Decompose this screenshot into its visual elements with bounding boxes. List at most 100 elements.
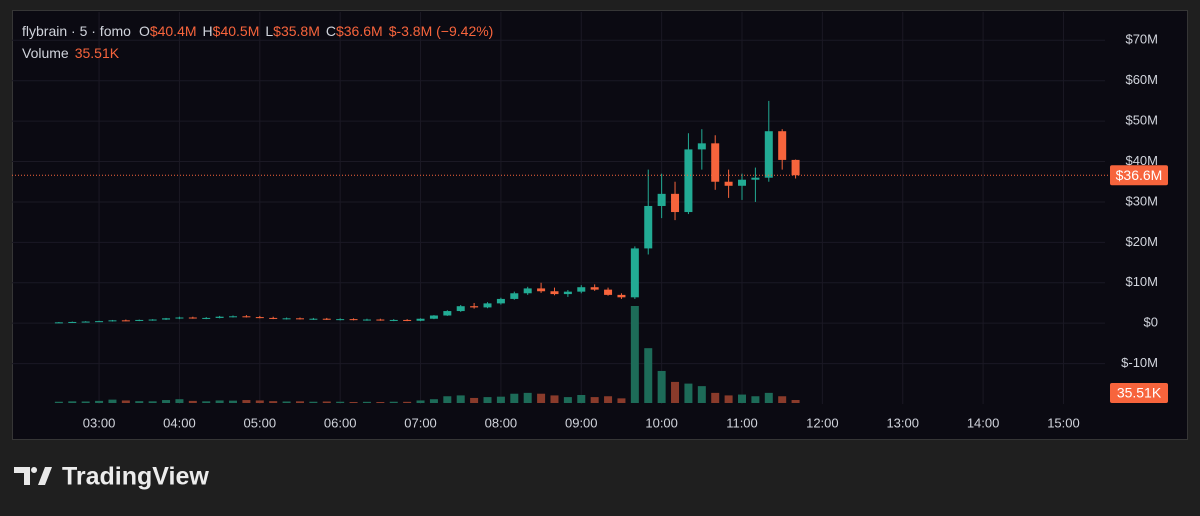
volume-bar [483,397,492,403]
candle-body [644,205,653,249]
candle-body [215,316,224,318]
ohlc-label: C [326,23,336,39]
ohlc-label: O [139,23,150,39]
candle-body [724,181,733,186]
candle-body [523,288,532,294]
volume-last: 35.51K [75,45,120,61]
candle-body [577,287,586,292]
volume-bar [604,396,613,403]
y-tick-label: $60M [1125,72,1158,87]
candle-body [68,321,77,323]
chart-panel [12,10,1188,440]
volume-bar [269,401,278,403]
volume-bar [175,399,184,403]
candle-body [269,317,278,319]
candle-body [121,320,130,322]
volume-bar [108,399,117,403]
y-tick-label: $0 [1144,315,1158,330]
symbol: flybrain · 5 · fomo [22,23,131,39]
x-tick-label: 12:00 [806,415,839,430]
volume-bar [215,400,224,403]
volume-bar [95,400,104,403]
volume-bar [68,401,77,403]
volume-bar [389,401,398,403]
volume-bar [791,400,800,403]
last-price-label: $36.6M [1116,167,1163,183]
candle-body [416,318,425,321]
candle-body [322,318,331,320]
candle-body [443,311,452,316]
ohlc-label: L [265,23,273,39]
x-tick-label: 03:00 [83,415,116,430]
candle-body [229,316,238,318]
candle-body [697,143,706,150]
volume-bar [537,393,546,403]
candle-body [671,193,680,213]
volume-bar [644,348,653,403]
volume-bar [751,396,760,403]
candle-body [54,322,63,324]
volume-bar [416,400,425,403]
candle-body [791,159,800,176]
candle-body [349,319,358,321]
volume-bar [336,401,345,403]
candle-body [362,319,371,321]
y-tick-label: $70M [1125,32,1158,47]
volume-bar [764,392,773,403]
candle-body [617,294,626,298]
last-price-badge [1110,165,1168,186]
legend-line: flybrain · 5 · fomo O$40.4M H$40.5M L$35.8M… [22,23,493,39]
volume-bar [697,386,706,403]
x-tick-label: 10:00 [645,415,678,430]
candle-body [175,317,184,319]
candle-body [389,319,398,321]
volume-bar [188,400,197,403]
volume-bar [362,401,371,403]
logo-mark [14,467,52,485]
x-tick-label: 14:00 [967,415,1000,430]
candle-body [510,293,519,299]
candle-body [148,319,157,321]
volume-bar [724,395,733,403]
x-tick-label: 05:00 [244,415,277,430]
ohlc-value: $36.6M [336,23,383,39]
marks [12,100,1110,403]
candle-body [778,131,787,160]
volume-bar [617,398,626,403]
volume-bar [229,400,238,403]
volume-bar [563,397,572,403]
volume-bar [630,306,639,403]
candle-body [563,291,572,295]
x-tick-label: 11:00 [726,415,758,430]
volume-bar [496,396,505,403]
x-tick-label: 04:00 [163,415,196,430]
volume-bar [711,392,720,403]
candle-body [309,318,318,320]
volume-bar [135,401,144,403]
candle-body [202,317,211,319]
volume-bar [429,399,438,403]
volume-bar [295,401,304,403]
x-tick-label: 07:00 [404,415,437,430]
grid [12,12,1105,404]
ohlc-value: $35.8M [273,23,320,39]
volume-bar [202,401,211,403]
volume-bar [255,400,264,403]
volume-bar [121,400,130,403]
volume-bar [54,401,63,403]
candle-body [429,315,438,319]
volume-bar [510,393,519,403]
ohlc: O$40.4M H$40.5M L$35.8M C$36.6M $-3.8M (−9.4… [139,23,493,39]
volume-bar [657,370,666,403]
x-tick-label: 09:00 [565,415,598,430]
candle-body [764,131,773,178]
x-tick-label: 06:00 [324,415,357,430]
candle-body [751,177,760,180]
candle-body [711,143,720,182]
volume-bar [738,394,747,403]
candle-body [108,320,117,322]
candle-body [162,318,171,320]
volume-bar [590,397,599,403]
volume-bar [523,392,532,403]
y-tick-label: $10M [1125,274,1158,289]
